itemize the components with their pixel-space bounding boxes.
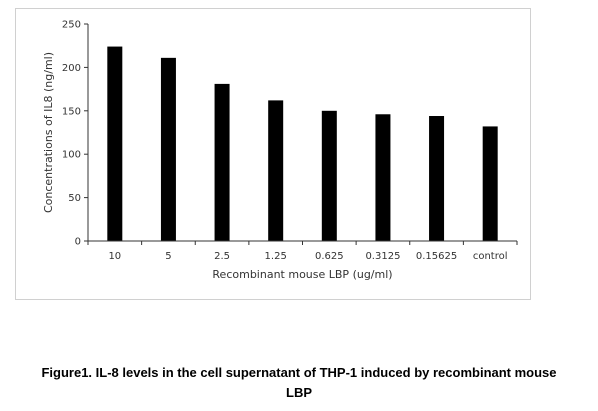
y-tick-label: 250 [62, 20, 81, 31]
y-tick-label: 0 [75, 237, 81, 248]
bar-0.3125 [375, 114, 390, 241]
caption-line-2: LBP [0, 383, 598, 403]
y-tick-label: 100 [62, 150, 81, 161]
bar-0.15625 [429, 116, 444, 241]
y-axis-title: Concentrations of IL8 (ng/ml) [42, 52, 55, 213]
x-tick-label: control [473, 251, 508, 262]
y-tick-label: 150 [62, 106, 81, 117]
caption-line-1: Figure1. IL-8 levels in the cell superna… [0, 363, 598, 383]
bar-1.25 [268, 100, 283, 241]
x-tick-label: 5 [165, 251, 171, 262]
bar-control [483, 126, 498, 241]
x-tick-label: 10 [108, 251, 121, 262]
x-tick-label: 0.625 [315, 251, 344, 262]
bar-10 [107, 47, 122, 241]
bars-group [107, 47, 497, 241]
x-tick-label: 0.15625 [416, 251, 457, 262]
bar-2.5 [215, 84, 230, 241]
x-axis-title: Recombinant mouse LBP (ug/ml) [212, 268, 392, 281]
bar-5 [161, 58, 176, 241]
x-ticks-group: 10 5 2.5 1.25 0.625 0.3125 0.15625 control [88, 241, 517, 262]
x-tick-label: 2.5 [214, 251, 230, 262]
x-tick-label: 1.25 [265, 251, 287, 262]
y-ticks-group: 0 50 100 150 200 250 [62, 20, 88, 248]
figure-caption: Figure1. IL-8 levels in the cell superna… [0, 363, 598, 403]
bar-0.625 [322, 111, 337, 241]
x-tick-label: 0.3125 [365, 251, 400, 262]
y-tick-label: 50 [68, 193, 81, 204]
y-tick-label: 200 [62, 63, 81, 74]
